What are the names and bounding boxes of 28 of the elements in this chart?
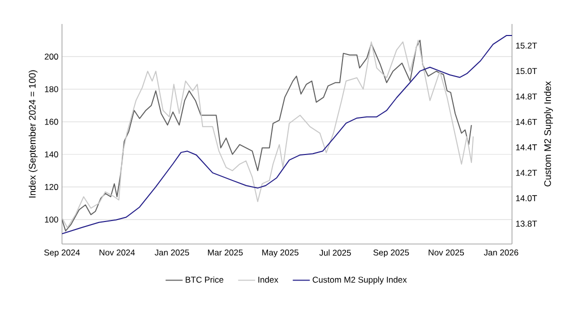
legend-label: BTC Price — [186, 276, 224, 283]
y-tick-label: 200 — [44, 54, 58, 60]
x-tick-label: Sep 2025 — [373, 250, 409, 258]
x-tick-label: Jan 2025 — [154, 250, 190, 256]
y2-tick-label: 14.8T — [516, 93, 537, 100]
y2-tick-label: 13.8T — [516, 220, 537, 227]
y-tick-label: 120 — [44, 184, 58, 190]
y2-tick-label: 14.0T — [516, 195, 537, 202]
y2-tick-label: 14.4T — [516, 144, 537, 150]
y-tick-label: 180 — [44, 86, 58, 92]
y2-tick-label: 15.2T — [516, 42, 537, 49]
x-tick-label: Nov 2024 — [100, 250, 135, 256]
x-tick-label: May 2025 — [262, 250, 298, 258]
x-tick-label: Nov 2025 — [428, 250, 464, 256]
y2-tick-label: 14.6T — [516, 118, 537, 125]
y2-tick-label: 14.2T — [516, 170, 537, 176]
y-tick-label: 160 — [44, 118, 58, 125]
legend-label: Index — [258, 276, 278, 283]
x-tick-label: Jan 2026 — [484, 250, 518, 256]
x-tick-label: Jul 2025 — [319, 250, 351, 256]
y-tick-label: 140 — [44, 151, 58, 158]
y2-tick-label: 15.0T — [516, 68, 537, 74]
x-tick-label: Sep 2024 — [44, 250, 80, 258]
legend-label: Custom M2 Supply Index — [312, 276, 407, 284]
y-axis-title: Index (September 2024 = 100) — [28, 70, 38, 198]
y-tick-label: 100 — [44, 216, 58, 223]
y2-axis-title: Custom M2 Supply Index — [544, 81, 553, 186]
x-tick-label: Mar 2025 — [208, 250, 243, 256]
